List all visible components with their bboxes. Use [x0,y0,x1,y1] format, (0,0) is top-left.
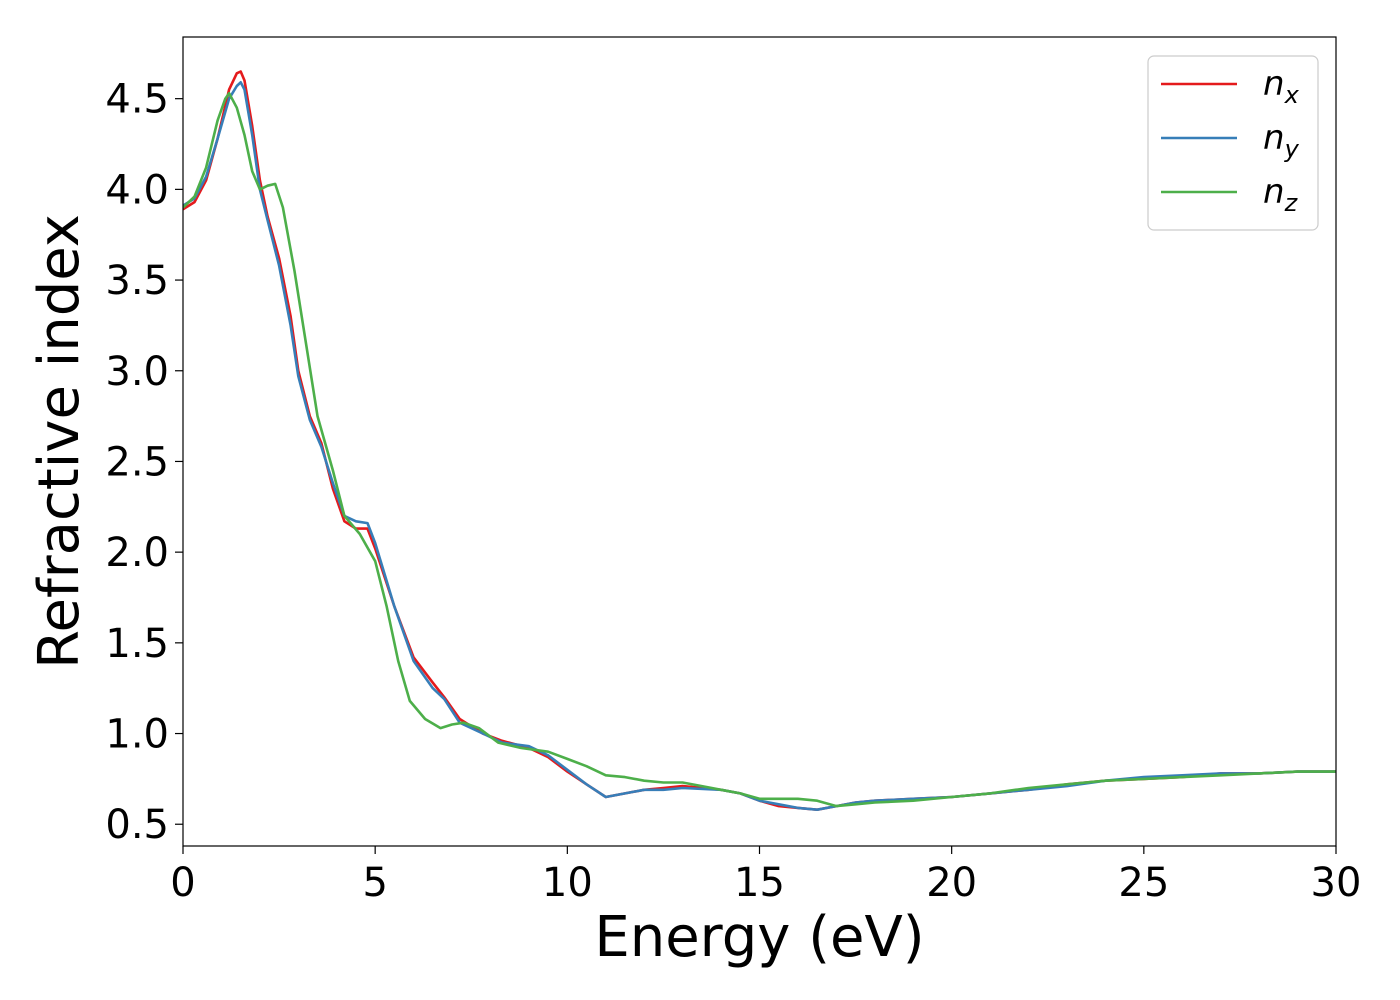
legend-box [1147,55,1319,231]
x-tick-label: 20 [926,860,977,906]
legend-label-ny: ny [1263,118,1300,163]
x-tick-label: 10 [542,860,593,906]
y-tick-label: 1.0 [105,712,169,758]
legend: nx ny nz [1147,55,1319,231]
y-tick-label: 2.0 [105,530,169,576]
y-axis-title: Refractive index [27,214,92,669]
y-tick-label: 0.5 [105,802,169,848]
x-tick-label: 25 [1118,860,1169,906]
y-tick-label: 3.5 [105,258,169,304]
x-tick-label: 15 [734,860,785,906]
x-tick-label: 0 [170,860,195,906]
legend-label-nz: nz [1263,172,1299,217]
x-axis-ticks: 0 5 10 15 20 25 30 [170,846,1361,906]
y-axis-ticks: 0.5 1.0 1.5 2.0 2.5 3.0 3.5 4.0 4.5 [105,77,183,848]
series-group [183,70,1336,811]
legend-label-nx: nx [1263,64,1300,109]
x-tick-label: 30 [1311,860,1362,906]
y-tick-label: 3.0 [105,349,169,395]
y-tick-label: 2.5 [105,439,169,485]
series-line-nz [183,91,1336,808]
x-tick-label: 5 [362,860,387,906]
y-tick-label: 4.5 [105,77,169,123]
y-tick-label: 1.5 [105,621,169,667]
y-tick-label: 4.0 [105,167,169,213]
x-axis-title: Energy (eV) [594,905,924,970]
